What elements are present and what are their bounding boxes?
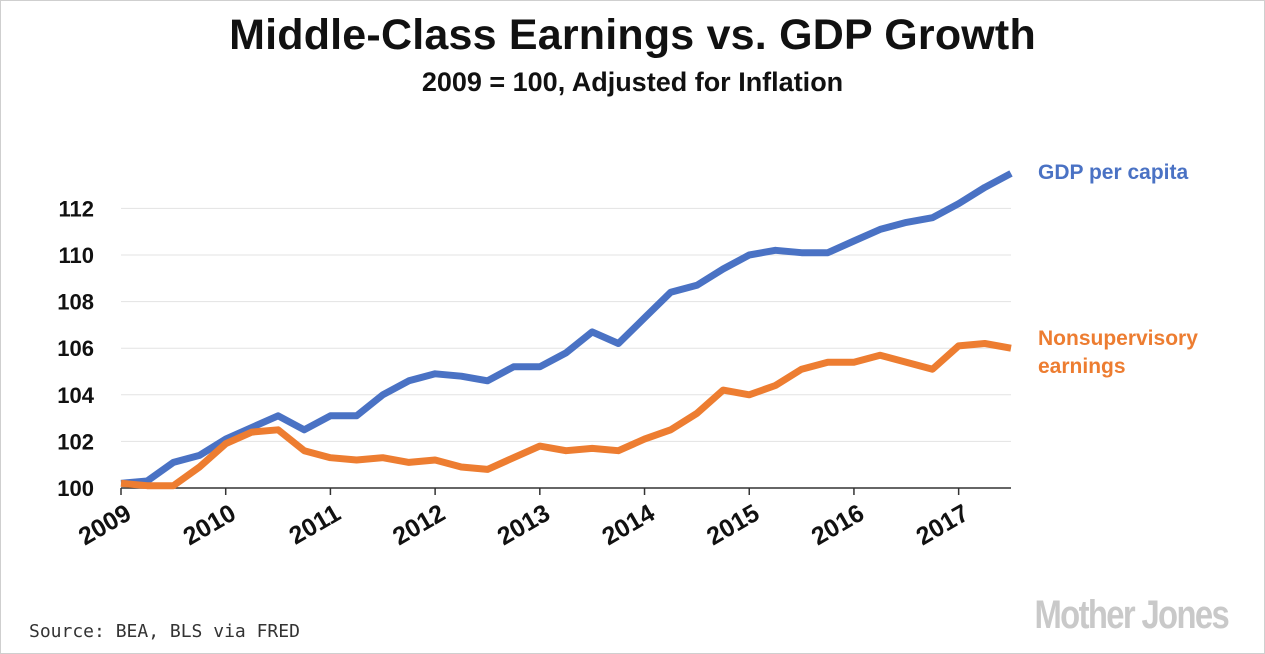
series-label-line: GDP per capita — [1038, 161, 1188, 184]
x-tick-label: 2010 — [179, 499, 241, 551]
x-tick-label: 2015 — [702, 499, 764, 551]
series-label: GDP per capita — [1038, 161, 1188, 184]
y-tick-label: 100 — [57, 476, 94, 501]
x-tick-label: 2013 — [493, 499, 555, 551]
grid-lines — [121, 207, 1011, 442]
series-label-line: earnings — [1038, 355, 1126, 378]
x-tick-label: 2012 — [388, 499, 450, 551]
x-tick-label: 2009 — [74, 499, 136, 551]
x-tick-label: 2011 — [284, 499, 345, 550]
series-label-line: Nonsupervisory — [1038, 327, 1198, 350]
series-line — [120, 340, 1012, 490]
x-tick-label: 2017 — [911, 499, 973, 551]
y-tick-label: 112 — [59, 196, 95, 221]
y-tick-label: 110 — [59, 243, 95, 268]
source-note: Source: BEA, BLS via FRED — [29, 621, 300, 642]
x-axis — [120, 487, 1011, 495]
y-axis-ticks: 100 102 104 106 108 110 112 — [57, 196, 94, 501]
x-axis-ticks: 2009 2010 2011 2012 2013 2014 2015 2016 2017 — [74, 499, 974, 551]
y-tick-label: 102 — [57, 429, 94, 454]
y-tick-label: 108 — [57, 290, 94, 315]
chart-subtitle: 2009 = 100, Adjusted for Inflation — [421, 67, 844, 97]
y-tick-label: 106 — [57, 336, 94, 361]
series-label: Nonsupervisory earnings — [1038, 327, 1198, 378]
series-labels: GDP per capita Nonsupervisory earnings — [1038, 161, 1198, 378]
chart-title: Middle-Class Earnings vs. GDP Growth — [229, 11, 1036, 59]
x-tick-label: 2014 — [597, 499, 659, 551]
series-line — [120, 170, 1013, 487]
x-tick-label: 2016 — [807, 499, 869, 551]
y-tick-label: 104 — [57, 383, 94, 408]
mother-jones-logo: Mother Jones — [1034, 593, 1229, 637]
series-lines — [120, 170, 1013, 490]
